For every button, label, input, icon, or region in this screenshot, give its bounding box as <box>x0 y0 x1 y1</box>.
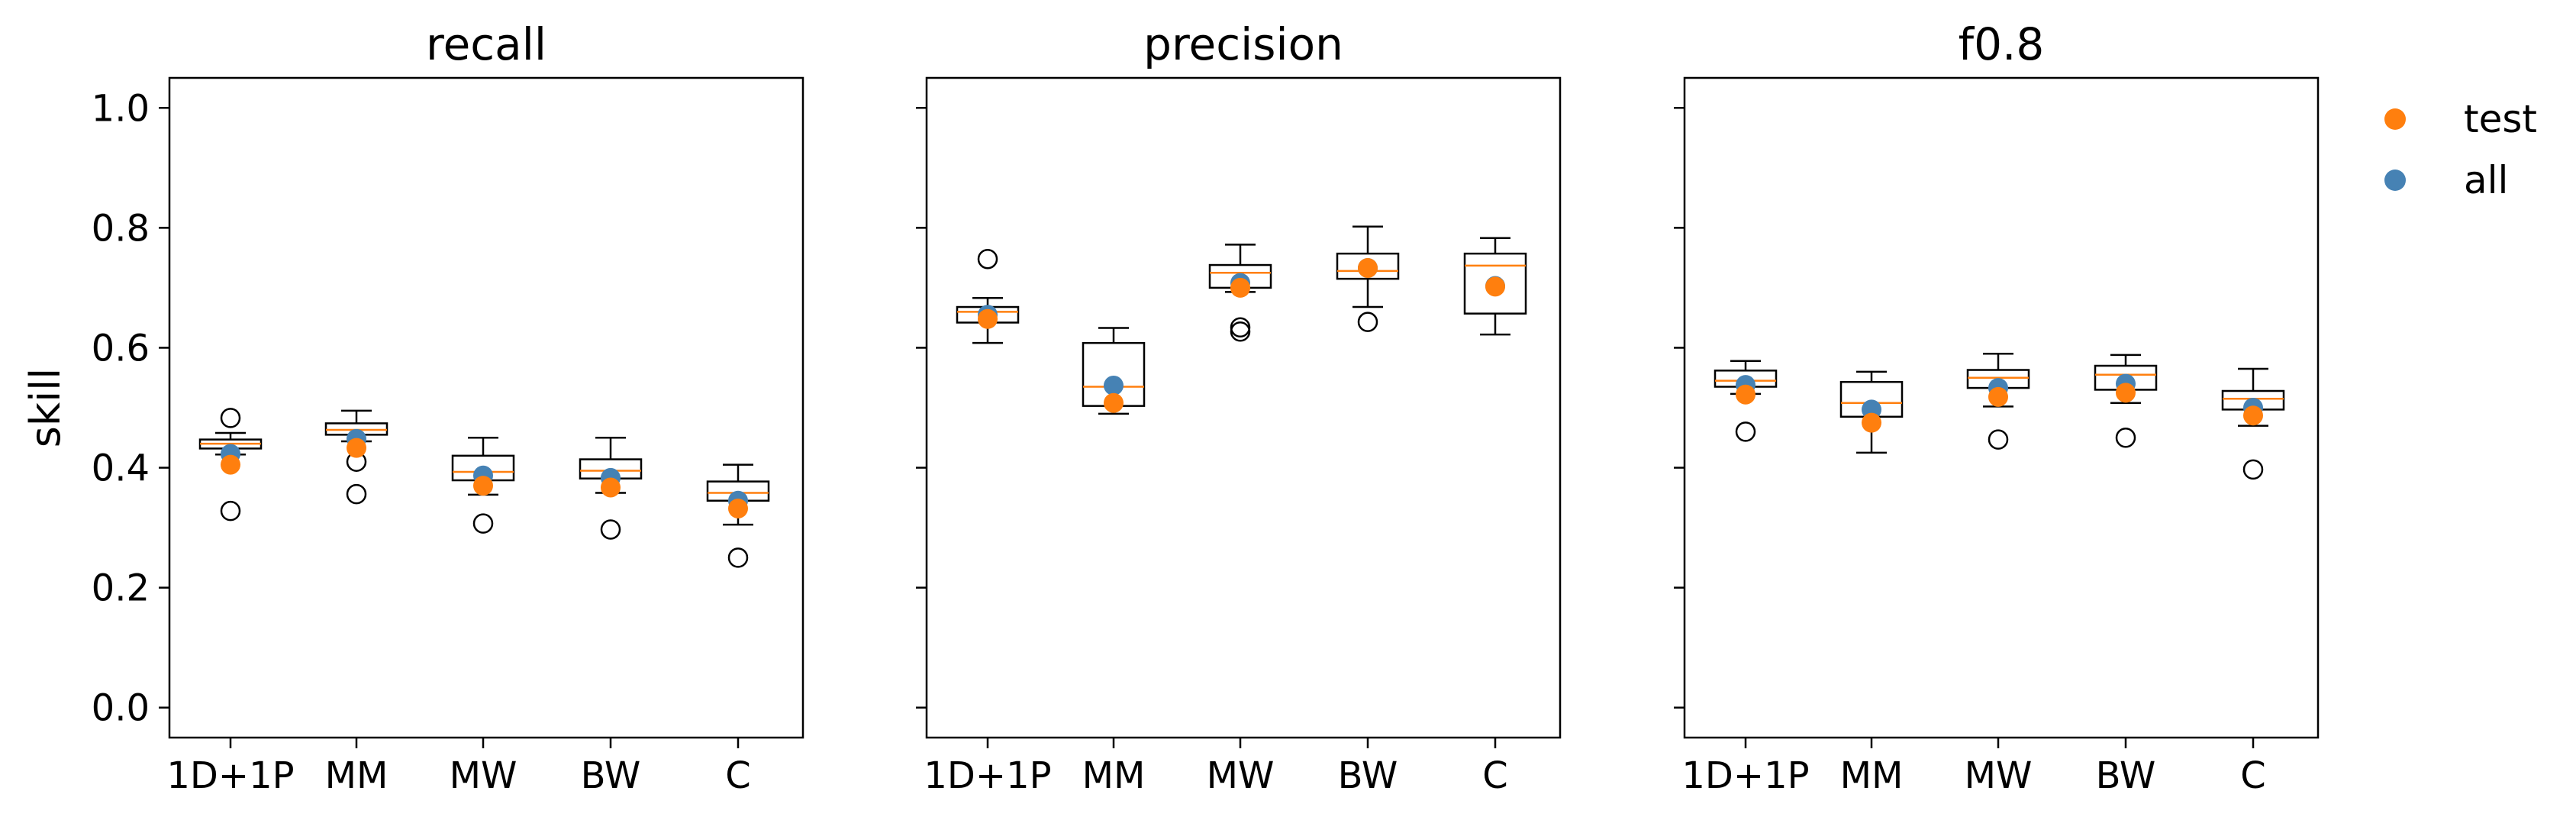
outlier-point <box>600 519 621 540</box>
x-tick-label: 1D+1P <box>924 754 1051 797</box>
axes-frame <box>925 76 1562 739</box>
panel-precision: precision 1D+1P MM MW BW C <box>916 18 1562 797</box>
test-point <box>1104 392 1124 413</box>
box-1d-1p <box>198 408 263 522</box>
y-axis-label: skill <box>21 368 69 447</box>
y-tick-label: 0.4 <box>92 447 150 490</box>
legend-marker-all <box>2384 170 2406 191</box>
test-point <box>473 476 493 496</box>
outlier-point <box>346 483 367 505</box>
test-point <box>1230 277 1250 298</box>
panel-title: recall <box>426 18 546 70</box>
x-tick-label: 1D+1P <box>1681 754 1809 797</box>
test-point <box>1862 412 1881 433</box>
x-tick-label: BW <box>1338 754 1398 797</box>
test-point <box>1736 384 1755 405</box>
panel-recall: recall 0.0 0.2 0.4 0.6 0.8 1.0 skill 1D+1P MM MW BW… <box>21 18 804 797</box>
test-point <box>1358 257 1378 278</box>
test-point <box>1485 276 1505 297</box>
x-tick-label: MW <box>450 754 517 797</box>
x-tick-label: MM <box>1840 754 1904 797</box>
box-bw <box>1336 225 1400 332</box>
test-point <box>347 438 366 458</box>
outlier-point <box>472 513 494 534</box>
y-tick-label: 1.0 <box>92 87 150 130</box>
x-tick-label: MM <box>1082 754 1146 797</box>
outlier-point <box>1230 317 1251 337</box>
outlier-point <box>2115 428 2136 448</box>
x-tick-label: C <box>725 754 751 797</box>
axes-frame <box>168 76 804 739</box>
test-point <box>221 454 240 475</box>
x-tick-label: MM <box>325 754 388 797</box>
test-point <box>978 308 998 329</box>
axes-frame <box>1683 76 2320 739</box>
panel-title: f0.8 <box>1959 18 2045 70</box>
x-tick-label: 1D+1P <box>166 754 294 797</box>
x-tick-label: C <box>1482 754 1508 797</box>
outlier-point <box>1735 421 1756 442</box>
test-point <box>601 477 621 498</box>
legend: test all <box>2384 97 2537 202</box>
legend-label-all: all <box>2464 158 2508 202</box>
all-point <box>1104 375 1124 396</box>
y-tick-label: 0.2 <box>92 567 150 610</box>
outlier-point <box>977 248 998 270</box>
y-tick-label: 0.0 <box>92 687 150 730</box>
y-tick-label: 0.8 <box>92 207 150 250</box>
outlier-point <box>1230 321 1251 342</box>
iqr-box <box>1463 252 1527 315</box>
box-c <box>1463 237 1527 336</box>
x-tick-label: MW <box>1965 754 2033 797</box>
x-tick-label: BW <box>581 754 641 797</box>
x-tick-label: C <box>2240 754 2266 797</box>
panel-f0-8: f0.8 1D+1P MM MW BW C <box>1674 18 2320 797</box>
box-mw <box>1208 244 1272 342</box>
outlier-point <box>220 408 241 428</box>
outlier-point <box>1988 429 2009 450</box>
x-tick-label: MW <box>1207 754 1275 797</box>
iqr-box <box>1336 252 1400 280</box>
legend-label-test: test <box>2464 97 2537 141</box>
outlier-point <box>1357 312 1378 332</box>
panel-title: precision <box>1143 18 1343 70</box>
legend-marker-test <box>2384 108 2406 130</box>
y-tick-label: 0.6 <box>92 327 150 370</box>
test-point <box>1988 386 2008 407</box>
test-point <box>2243 405 2263 426</box>
box-1d-1p <box>956 248 1020 344</box>
outlier-point <box>727 547 749 568</box>
x-tick-label: BW <box>2096 754 2156 797</box>
test-point <box>728 498 748 518</box>
outlier-point <box>2242 459 2264 480</box>
test-point <box>2116 383 2136 403</box>
outlier-point <box>220 500 241 522</box>
